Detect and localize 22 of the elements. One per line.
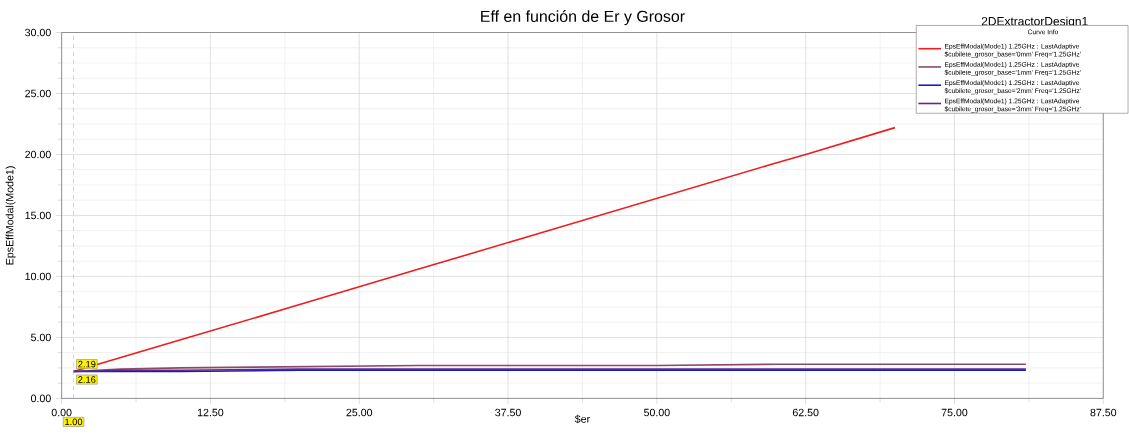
y-tick-label: 0.00 <box>30 394 51 403</box>
y-tick-label: 20.00 <box>25 150 51 159</box>
x-tick-label: 25.00 <box>346 408 373 417</box>
x-tick-label: 87.50 <box>1090 408 1117 417</box>
x-tick-label: 0.00 <box>51 408 72 417</box>
x-tick-label: 37.50 <box>495 408 521 417</box>
y-tick-label: 30.00 <box>25 28 51 37</box>
x-tick-label: 62.50 <box>792 408 819 417</box>
annotation: 2.16 <box>78 376 96 383</box>
text: 2DExtractorDesign1 <box>981 16 1088 28</box>
y-axis-title: EpsEffModal(Mode1) <box>5 166 16 265</box>
chart-title: Eff en función de Er y Grosor <box>481 10 685 26</box>
y-tick-label: 25.00 <box>25 89 51 98</box>
ref-line-label: 1.00 <box>65 418 83 426</box>
y-tick-label: 5.00 <box>30 333 51 342</box>
annotation: 2.19 <box>78 360 96 368</box>
y-tick-label: 15.00 <box>25 211 51 220</box>
x-axis-title: $er <box>574 414 590 424</box>
x-tick-label: 12.50 <box>197 408 224 417</box>
x-tick-label: 50.00 <box>643 408 670 417</box>
y-tick-label: 10.00 <box>25 272 51 281</box>
x-tick-label: 75.00 <box>941 408 968 417</box>
